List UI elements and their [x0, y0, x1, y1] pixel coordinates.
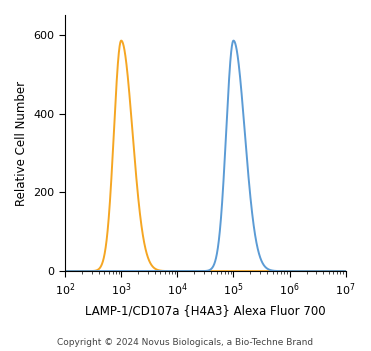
Y-axis label: Relative Cell Number: Relative Cell Number — [15, 80, 28, 206]
Text: Copyright © 2024 Novus Biologicals, a Bio-Techne Brand: Copyright © 2024 Novus Biologicals, a Bi… — [58, 338, 313, 347]
X-axis label: LAMP-1/CD107a {H4A3} Alexa Fluor 700: LAMP-1/CD107a {H4A3} Alexa Fluor 700 — [85, 304, 326, 317]
